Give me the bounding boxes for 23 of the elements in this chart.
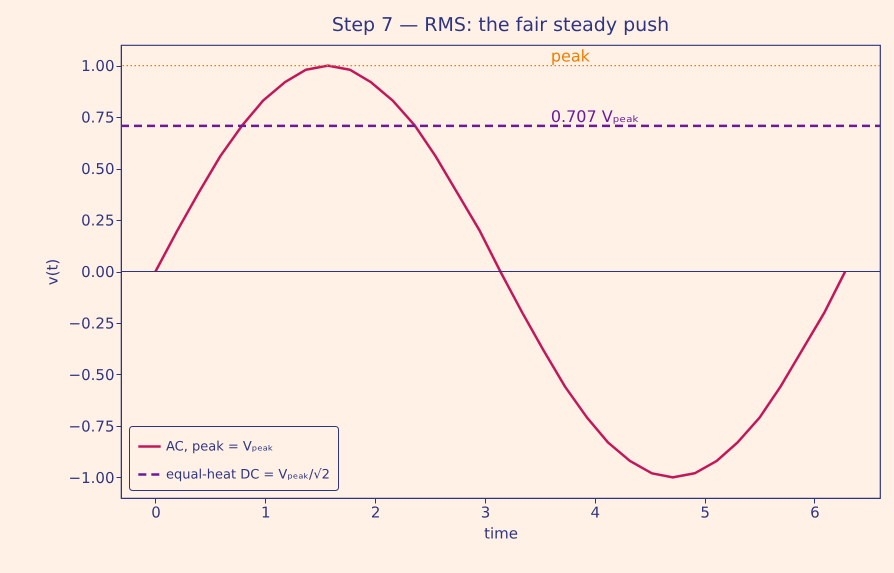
x-tick-label: 4: [590, 504, 600, 522]
y-tick-label: −1.00: [68, 468, 114, 487]
y-tick-label: −0.25: [68, 314, 114, 332]
x-tick-label: 5: [700, 504, 710, 522]
annotation: peak: [550, 46, 591, 66]
x-tick-label: 1: [261, 504, 271, 522]
annotation: 0.707 Vₚₑₐₖ: [550, 106, 640, 126]
x-tick-label: 2: [370, 504, 380, 522]
y-axis-title: v(t): [44, 258, 62, 286]
x-tick-label: 0: [151, 504, 161, 522]
legend-label: equal-heat DC = Vₚₑₐₖ/√2: [166, 468, 330, 482]
chart-title: Step 7 — RMS: the fair steady push: [332, 14, 670, 36]
y-tick-label: −0.75: [68, 417, 114, 436]
y-tick-label: 0.75: [81, 108, 114, 127]
x-tick-label: 3: [480, 504, 490, 522]
y-tick-label: −0.50: [68, 366, 114, 384]
x-tick-label: 6: [810, 504, 820, 522]
y-tick-label: 1.00: [81, 57, 114, 76]
y-tick-label: 0.50: [81, 160, 114, 178]
legend-label: AC, peak = Vₚₑₐₖ: [166, 440, 274, 454]
y-tick-label: 0.25: [81, 212, 114, 230]
y-tick-label: 0.00: [81, 263, 114, 281]
x-axis-title: time: [484, 524, 518, 542]
